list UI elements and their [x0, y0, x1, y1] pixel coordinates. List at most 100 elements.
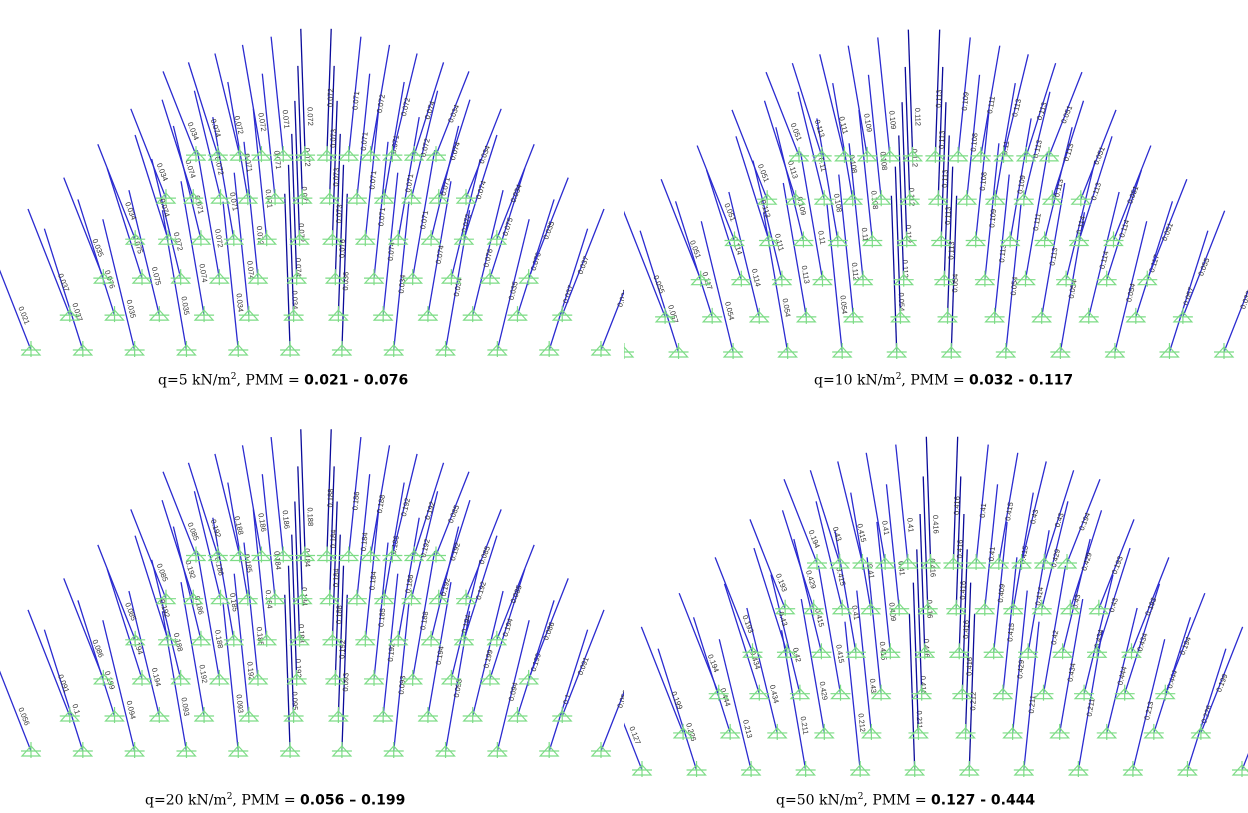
frame-member — [955, 476, 962, 609]
frame-member — [876, 521, 891, 653]
panel-q50: 0.127 0.226 0.213 0.211 0.212 0.211 0.212 0.211… — [624, 406, 1248, 813]
support-icon — [1002, 723, 1023, 740]
frame-member — [287, 565, 295, 717]
pmm-value-label: 0.113 — [943, 206, 953, 225]
pmm-value-label: 0.085 — [186, 521, 201, 542]
support-icon — [72, 341, 94, 357]
support-icon — [383, 341, 405, 357]
support-icon — [829, 554, 851, 570]
support-icon — [789, 684, 811, 701]
caption-pmm-label: , PMM = — [232, 792, 301, 809]
pmm-value-label: 0.109 — [960, 91, 971, 111]
pmm-value-label: 0.114 — [1117, 218, 1131, 238]
support-icon — [668, 343, 689, 359]
frame-member — [450, 158, 481, 279]
frame-member — [161, 99, 194, 199]
frame-member — [856, 590, 873, 733]
frame-member — [369, 445, 391, 556]
frame-member — [369, 44, 391, 156]
frame-member — [1168, 230, 1209, 353]
support-icon — [155, 189, 177, 206]
support-icon — [777, 343, 798, 359]
support-icon — [208, 269, 230, 286]
pmm-value-label: 0.429 — [1080, 551, 1094, 572]
frame-member — [528, 578, 569, 680]
support-icon — [283, 706, 304, 723]
support-icon — [402, 669, 424, 686]
frame-member — [1124, 583, 1161, 694]
pmm-value-label: 0.434 — [1135, 632, 1149, 653]
support-icon — [237, 189, 259, 206]
frame-member — [410, 90, 439, 199]
pmm-value-label: 0.072 — [419, 137, 432, 157]
support-icon — [373, 589, 395, 606]
frame-member — [102, 219, 136, 351]
support-icon — [363, 669, 385, 686]
support-icon — [811, 146, 833, 163]
pmm-value-label: 0.034 — [290, 290, 300, 309]
support-icon — [902, 146, 923, 163]
pmm-value-label: 0.188 — [418, 611, 430, 631]
pmm-value-label: 0.416 — [952, 496, 962, 515]
pmm-value-label: 0.211 — [1027, 695, 1038, 714]
frame-member — [334, 534, 341, 679]
pmm-value-label: 0.416 — [919, 676, 929, 695]
frame-member — [1088, 191, 1120, 318]
pmm-value-label: 0.076 — [337, 239, 347, 258]
frame-member — [782, 182, 807, 317]
pmm-value-label: 0.1 — [561, 693, 573, 706]
support-icon — [970, 146, 992, 163]
support-icon — [372, 306, 394, 323]
support-icon — [827, 231, 849, 248]
frame-member — [450, 559, 481, 680]
pmm-value-label: 0.434 — [1066, 662, 1078, 682]
pmm-value-label: 0.073 — [331, 168, 341, 187]
frame-member — [356, 73, 371, 199]
frame-member — [770, 574, 801, 694]
support-icon — [425, 546, 447, 563]
frame-member — [1182, 210, 1226, 318]
support-icon — [911, 684, 933, 701]
support-icon — [793, 231, 814, 248]
pmm-value-label: 0.071 — [439, 176, 452, 196]
frame-member — [834, 530, 857, 653]
support-icon — [1031, 307, 1053, 324]
support-icon — [462, 706, 484, 723]
frame-member — [472, 590, 504, 717]
pmm-value-label: 0.108 — [969, 133, 980, 153]
pmm-value-label: 0.188 — [334, 605, 344, 624]
support-icon — [831, 343, 853, 359]
pmm-value-label: 0.071 — [403, 173, 415, 193]
frame-member — [427, 582, 452, 717]
support-icon — [686, 761, 707, 777]
support-icon — [834, 146, 855, 163]
pmm-value-label: 0.415 — [855, 523, 868, 543]
frame-member — [998, 452, 1019, 564]
caption-q-label: q=10 kN/m — [814, 372, 896, 389]
pmm-value-label: 0.192 — [294, 659, 304, 678]
frame-member — [1135, 201, 1174, 318]
frame-member — [496, 144, 535, 240]
frame-member — [328, 466, 335, 599]
frame-member — [413, 62, 445, 156]
support-icon — [487, 742, 508, 758]
pmm-value-label: 0.072 — [213, 228, 225, 248]
frame-member — [984, 143, 1000, 280]
pmm-value-label: 0.091 — [56, 673, 71, 694]
pmm-value-label: 0.184 — [303, 548, 313, 567]
caption-q-label: q=20 kN/m — [145, 792, 227, 809]
pmm-value-label: 0.109 — [887, 110, 898, 130]
frame-member — [331, 100, 338, 240]
support-icon — [908, 723, 929, 740]
support-icon — [999, 231, 1021, 248]
pmm-value-label: 0.113 — [940, 169, 950, 188]
pmm-value-label: 0.188 — [326, 489, 336, 508]
pmm-value-label: 0.113 — [1089, 181, 1103, 201]
pmm-value-label: 0.409 — [996, 583, 1007, 603]
pmm-value-label: 0.192 — [399, 497, 412, 517]
support-icon — [387, 230, 409, 247]
support-icon — [292, 189, 313, 206]
pmm-value-label: 0.11 — [816, 157, 828, 173]
pmm-value-label: 0.415 — [878, 641, 889, 661]
frame-member — [410, 491, 439, 599]
